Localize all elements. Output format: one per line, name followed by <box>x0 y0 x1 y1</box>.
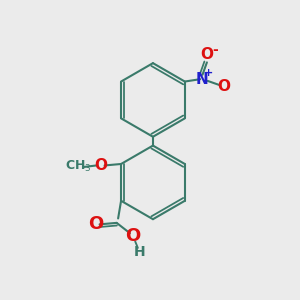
Text: O: O <box>88 215 103 233</box>
Text: CH$_3$: CH$_3$ <box>65 159 92 175</box>
Text: O: O <box>94 158 107 173</box>
Text: +: + <box>204 68 214 78</box>
Text: N: N <box>196 72 209 87</box>
Text: O: O <box>200 47 213 62</box>
Text: -: - <box>212 43 218 57</box>
Text: O: O <box>217 79 230 94</box>
Text: H: H <box>134 245 145 259</box>
Text: O: O <box>125 227 140 245</box>
